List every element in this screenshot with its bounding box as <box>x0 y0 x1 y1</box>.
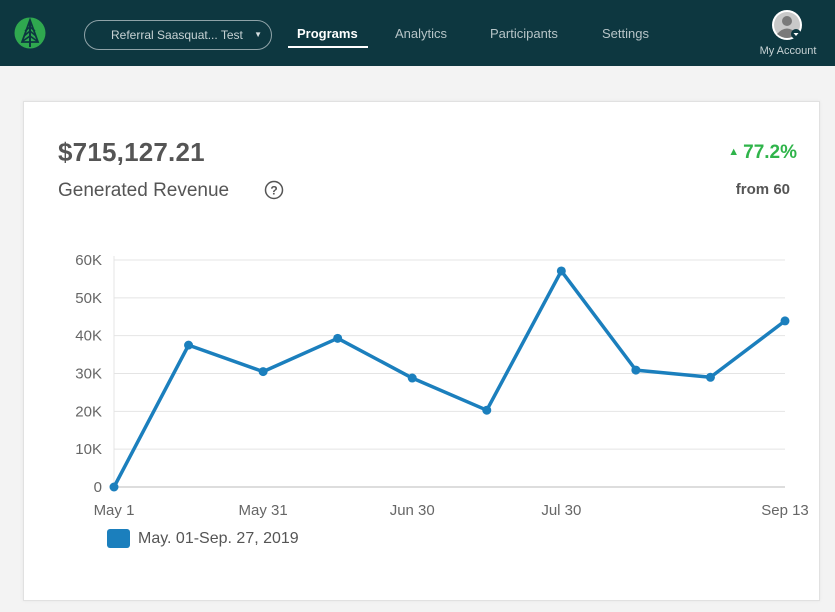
my-account-label: My Account <box>759 45 817 57</box>
metric-label: Generated Revenue <box>58 180 230 201</box>
program-selector-label: Referral Saasquat... Test <box>111 28 243 42</box>
arrow-up-icon: ▲ <box>728 146 740 158</box>
nav-analytics[interactable]: Analytics <box>395 26 448 41</box>
y-tick-label: 20K <box>75 403 102 420</box>
y-tick-label: 30K <box>75 366 102 383</box>
legend-swatch[interactable] <box>107 529 130 548</box>
revenue-change: ▲ 77.2% <box>728 142 797 164</box>
y-tick-label: 50K <box>75 290 102 307</box>
x-tick-label: Jun 30 <box>390 502 435 519</box>
y-tick-label: 40K <box>75 328 102 345</box>
x-tick-label: Jul 30 <box>541 502 581 519</box>
data-point <box>780 316 790 326</box>
y-tick-label: 0 <box>94 479 102 496</box>
from-label: from <box>735 181 770 198</box>
x-tick-label: Sep 13 <box>761 502 809 519</box>
user-avatar-icon <box>772 10 802 40</box>
top-nav-bar: Referral Saasquat... Test ▼ Programs Ana… <box>0 0 835 66</box>
legend-label: May. 01-Sep. 27, 2019 <box>138 530 299 547</box>
data-point <box>556 266 566 276</box>
revenue-line-chart: 0 10K 20K 30K 40K 50K 60K May 1 May 31 Jun 30 Jul … <box>75 252 809 519</box>
tree-logo-icon[interactable] <box>14 16 46 50</box>
comparison-baseline: from 60 <box>736 181 790 198</box>
data-point <box>631 365 641 375</box>
data-point <box>109 482 119 492</box>
program-selector[interactable]: Referral Saasquat... Test ▼ <box>84 20 272 50</box>
data-point <box>407 373 417 383</box>
nav-programs[interactable]: Programs <box>297 26 358 41</box>
x-tick-label: May 31 <box>239 502 288 519</box>
svg-text:?: ? <box>270 184 277 198</box>
data-point <box>184 340 194 350</box>
from-value: 60 <box>773 181 790 198</box>
nav-settings[interactable]: Settings <box>602 26 649 41</box>
data-point <box>482 405 492 415</box>
revenue-amount: $715,127.21 <box>58 137 205 167</box>
help-icon[interactable]: ? <box>264 180 284 200</box>
x-tick-label: May 1 <box>94 502 135 519</box>
active-tab-indicator <box>288 46 368 48</box>
chevron-down-icon: ▼ <box>254 30 262 39</box>
revenue-card: $715,127.21 Generated Revenue ? ▲ 77.2% f… <box>23 101 820 601</box>
y-tick-label: 60K <box>75 252 102 269</box>
data-point <box>258 367 268 377</box>
revenue-change-value: 77.2% <box>743 142 797 163</box>
nav-participants[interactable]: Participants <box>490 26 558 41</box>
my-account-menu[interactable]: My Account <box>752 9 824 61</box>
y-tick-label: 10K <box>75 441 102 458</box>
series-line <box>112 269 787 489</box>
data-point <box>333 333 343 343</box>
data-point <box>705 372 715 382</box>
